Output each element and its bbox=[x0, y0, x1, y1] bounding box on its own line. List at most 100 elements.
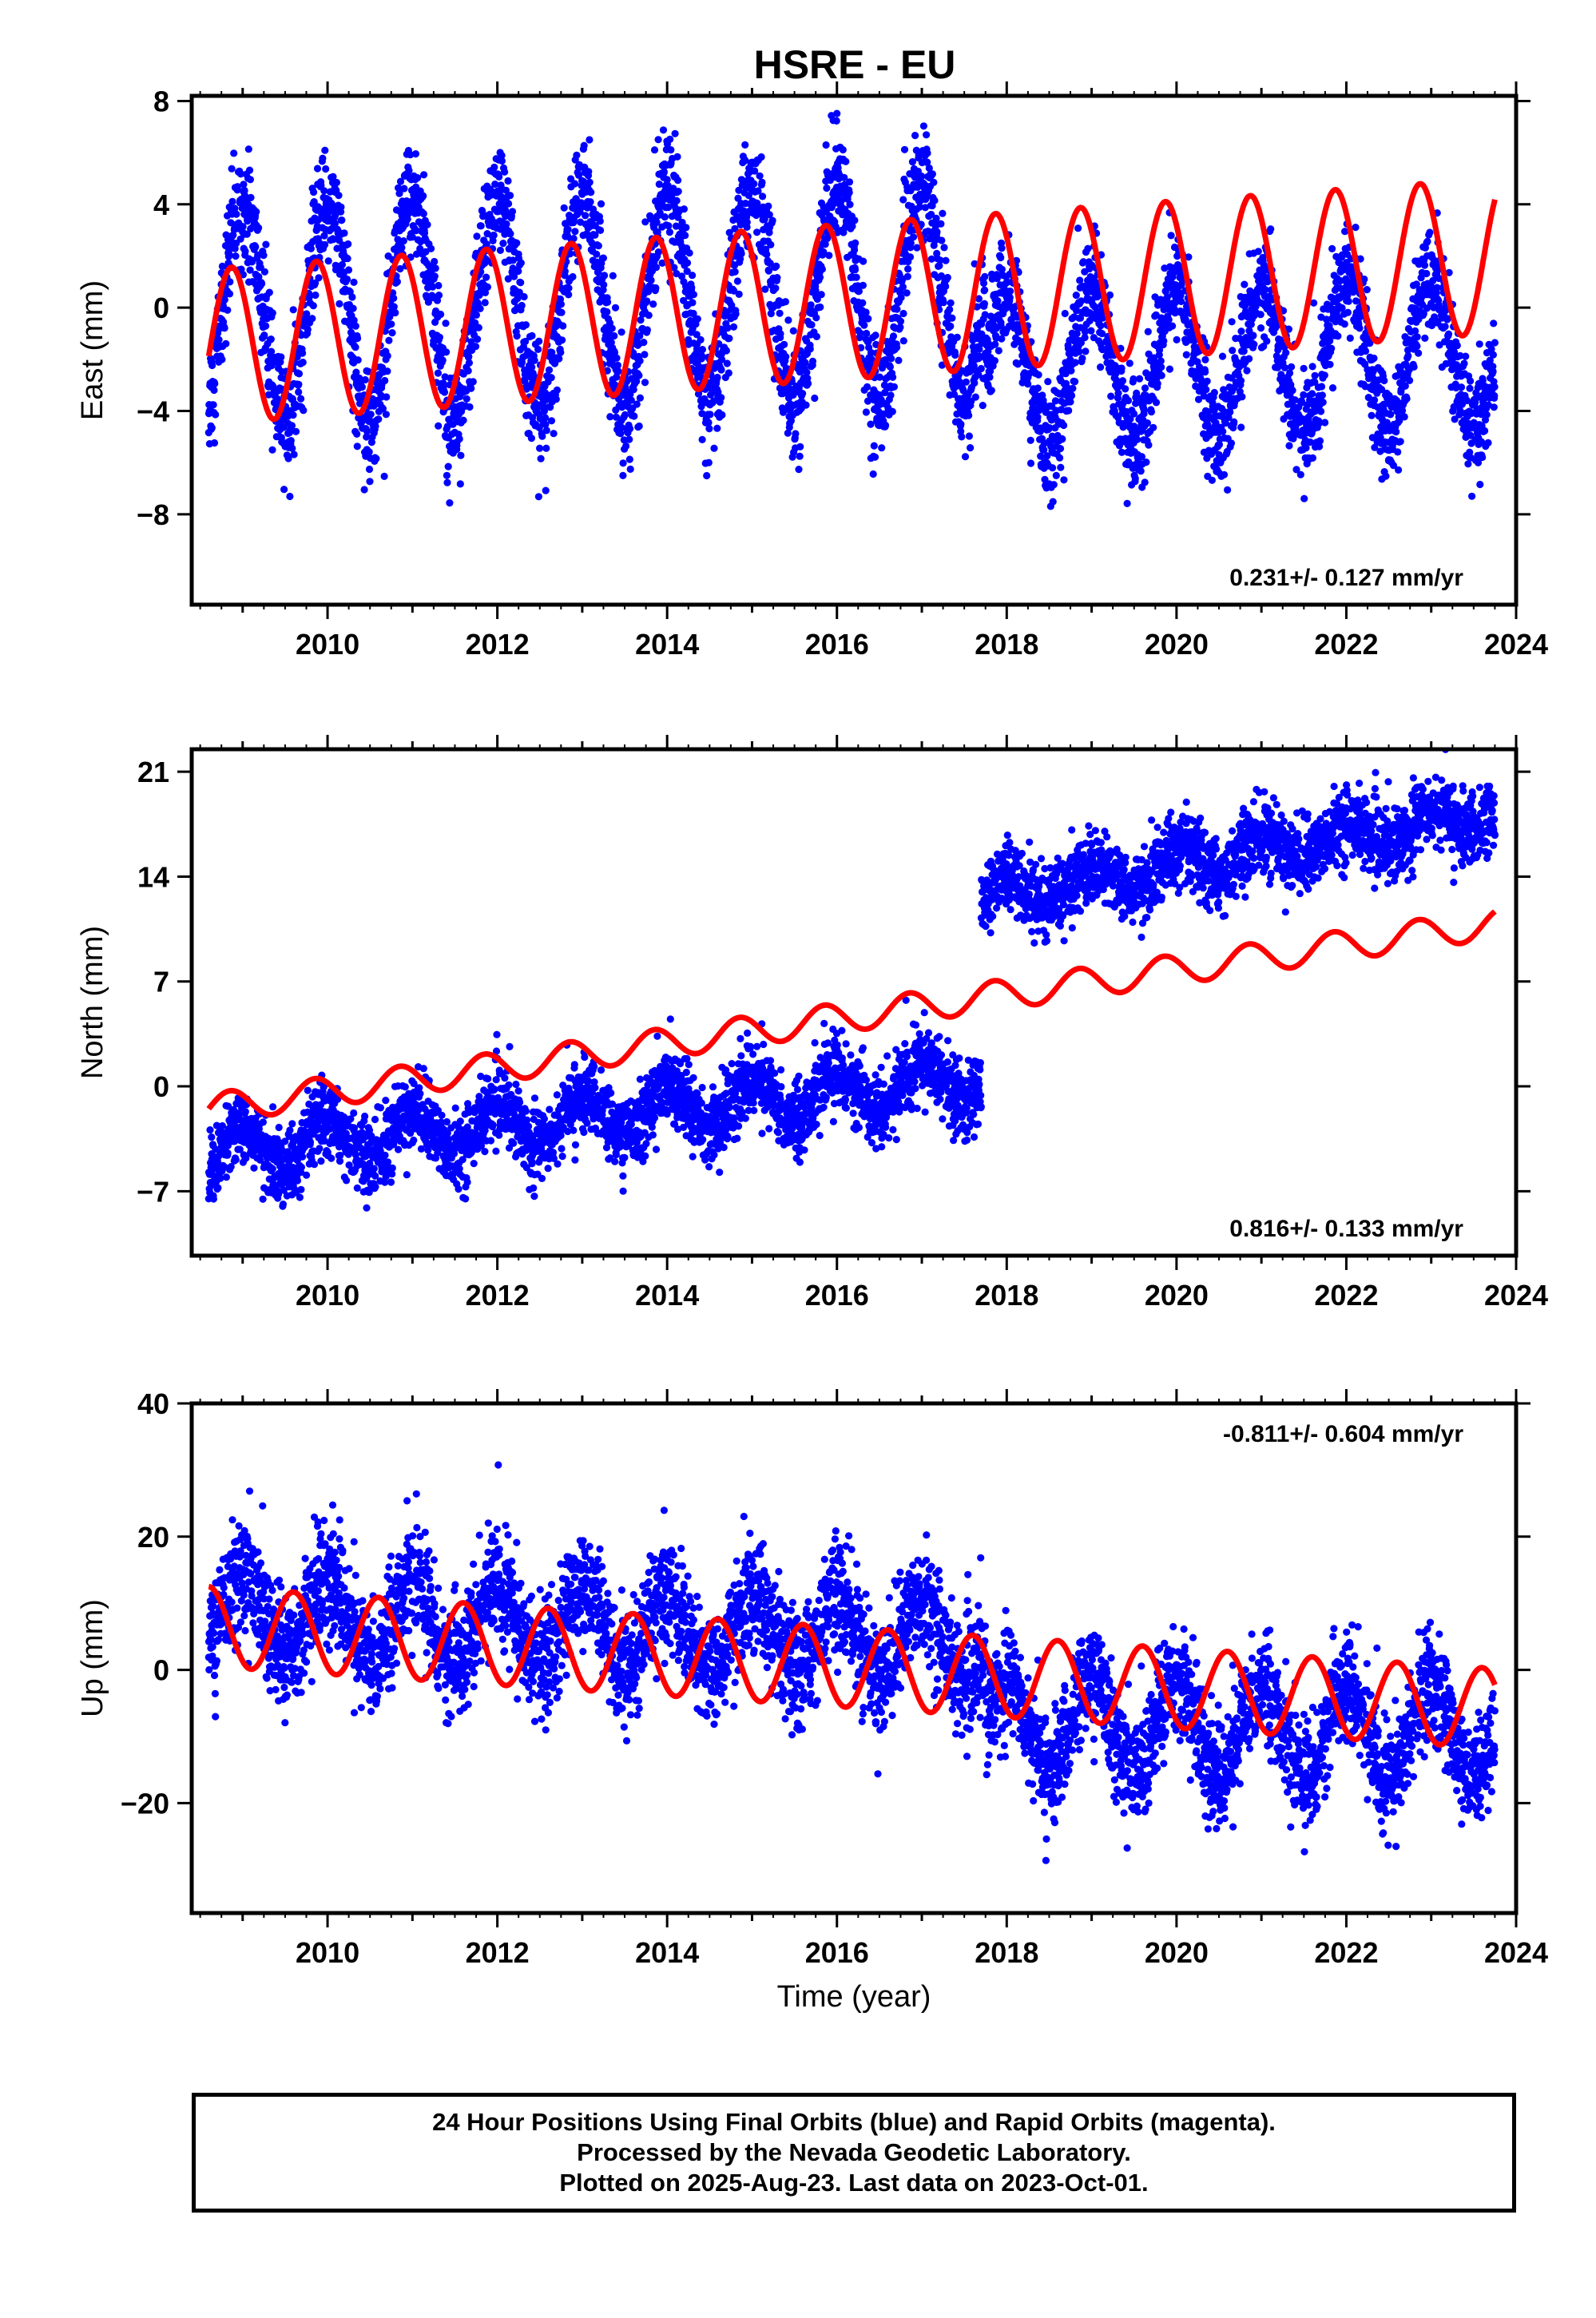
data-point bbox=[1145, 441, 1153, 449]
data-point bbox=[1046, 424, 1054, 432]
data-point bbox=[897, 293, 905, 302]
data-point bbox=[728, 301, 736, 309]
data-point bbox=[693, 331, 701, 339]
data-point bbox=[472, 311, 481, 319]
data-point bbox=[1144, 327, 1152, 335]
data-point bbox=[1396, 417, 1403, 425]
data-point bbox=[308, 315, 316, 323]
data-point bbox=[210, 386, 218, 395]
data-point bbox=[227, 219, 235, 227]
data-point bbox=[867, 355, 875, 363]
data-point bbox=[1081, 327, 1089, 335]
data-point bbox=[1364, 394, 1372, 402]
data-point bbox=[1241, 280, 1249, 288]
data-point bbox=[383, 351, 391, 360]
data-point bbox=[1165, 316, 1173, 323]
data-point bbox=[923, 158, 931, 166]
data-point bbox=[299, 359, 307, 367]
data-point bbox=[1319, 399, 1327, 407]
data-point bbox=[923, 149, 931, 157]
data-point bbox=[1483, 411, 1491, 419]
data-point bbox=[816, 273, 824, 281]
data-point bbox=[1133, 389, 1141, 397]
data-point bbox=[629, 386, 637, 394]
data-point bbox=[928, 170, 936, 178]
data-point bbox=[1157, 371, 1165, 379]
data-point bbox=[268, 309, 276, 317]
data-point bbox=[547, 417, 556, 425]
data-point bbox=[456, 480, 464, 488]
data-point bbox=[297, 395, 305, 403]
data-point bbox=[782, 353, 790, 361]
data-point bbox=[744, 192, 753, 200]
data-point bbox=[280, 486, 288, 494]
data-point bbox=[437, 310, 445, 319]
data-point bbox=[364, 367, 372, 375]
data-point bbox=[976, 353, 984, 361]
data-point bbox=[908, 158, 916, 166]
data-point bbox=[1203, 377, 1211, 385]
data-point bbox=[1288, 363, 1296, 371]
data-point bbox=[753, 228, 761, 236]
data-point bbox=[903, 272, 911, 280]
data-point bbox=[997, 254, 1005, 262]
data-point bbox=[673, 153, 681, 161]
data-point bbox=[564, 225, 572, 233]
data-point bbox=[231, 204, 239, 212]
data-point bbox=[713, 424, 721, 432]
data-point bbox=[882, 421, 890, 430]
data-point bbox=[957, 420, 965, 428]
data-point bbox=[594, 242, 602, 250]
data-point bbox=[993, 275, 1001, 283]
data-point bbox=[1208, 476, 1216, 484]
data-point bbox=[435, 422, 443, 430]
data-point bbox=[1130, 410, 1138, 418]
data-point bbox=[1308, 454, 1316, 462]
data-point bbox=[938, 236, 946, 244]
data-point bbox=[893, 343, 901, 351]
data-point bbox=[1404, 351, 1412, 360]
data-point bbox=[659, 126, 668, 134]
data-point bbox=[1352, 224, 1360, 232]
data-point bbox=[619, 471, 627, 480]
data-point bbox=[501, 168, 509, 176]
data-point bbox=[329, 173, 337, 181]
data-point bbox=[435, 333, 444, 341]
data-point bbox=[1431, 257, 1439, 265]
data-point bbox=[946, 305, 954, 314]
data-point bbox=[971, 393, 979, 401]
data-point bbox=[1173, 335, 1181, 343]
data-point bbox=[390, 294, 398, 302]
data-point bbox=[1433, 284, 1441, 292]
data-point bbox=[1067, 391, 1076, 399]
data-point bbox=[381, 376, 389, 385]
data-point bbox=[547, 374, 555, 382]
data-point bbox=[713, 373, 721, 382]
data-point bbox=[528, 331, 536, 339]
data-point bbox=[888, 407, 896, 415]
data-point bbox=[1334, 332, 1342, 340]
data-point bbox=[228, 165, 236, 173]
data-point bbox=[1201, 368, 1209, 376]
data-point bbox=[870, 442, 878, 450]
data-point bbox=[473, 232, 481, 240]
data-point bbox=[337, 203, 345, 211]
data-point bbox=[977, 364, 985, 373]
data-point bbox=[927, 255, 935, 263]
data-point bbox=[1344, 308, 1352, 316]
data-point bbox=[1182, 351, 1190, 359]
data-point bbox=[764, 202, 772, 210]
data-point bbox=[909, 233, 918, 241]
data-point bbox=[1371, 443, 1379, 451]
data-point bbox=[252, 243, 260, 251]
data-point bbox=[288, 444, 296, 452]
data-point bbox=[768, 216, 776, 224]
data-point bbox=[611, 304, 620, 312]
data-point bbox=[338, 216, 346, 224]
data-point bbox=[411, 150, 420, 158]
data-point bbox=[887, 355, 895, 363]
data-point bbox=[931, 196, 939, 204]
data-point bbox=[566, 250, 574, 258]
data-point bbox=[1060, 476, 1068, 484]
